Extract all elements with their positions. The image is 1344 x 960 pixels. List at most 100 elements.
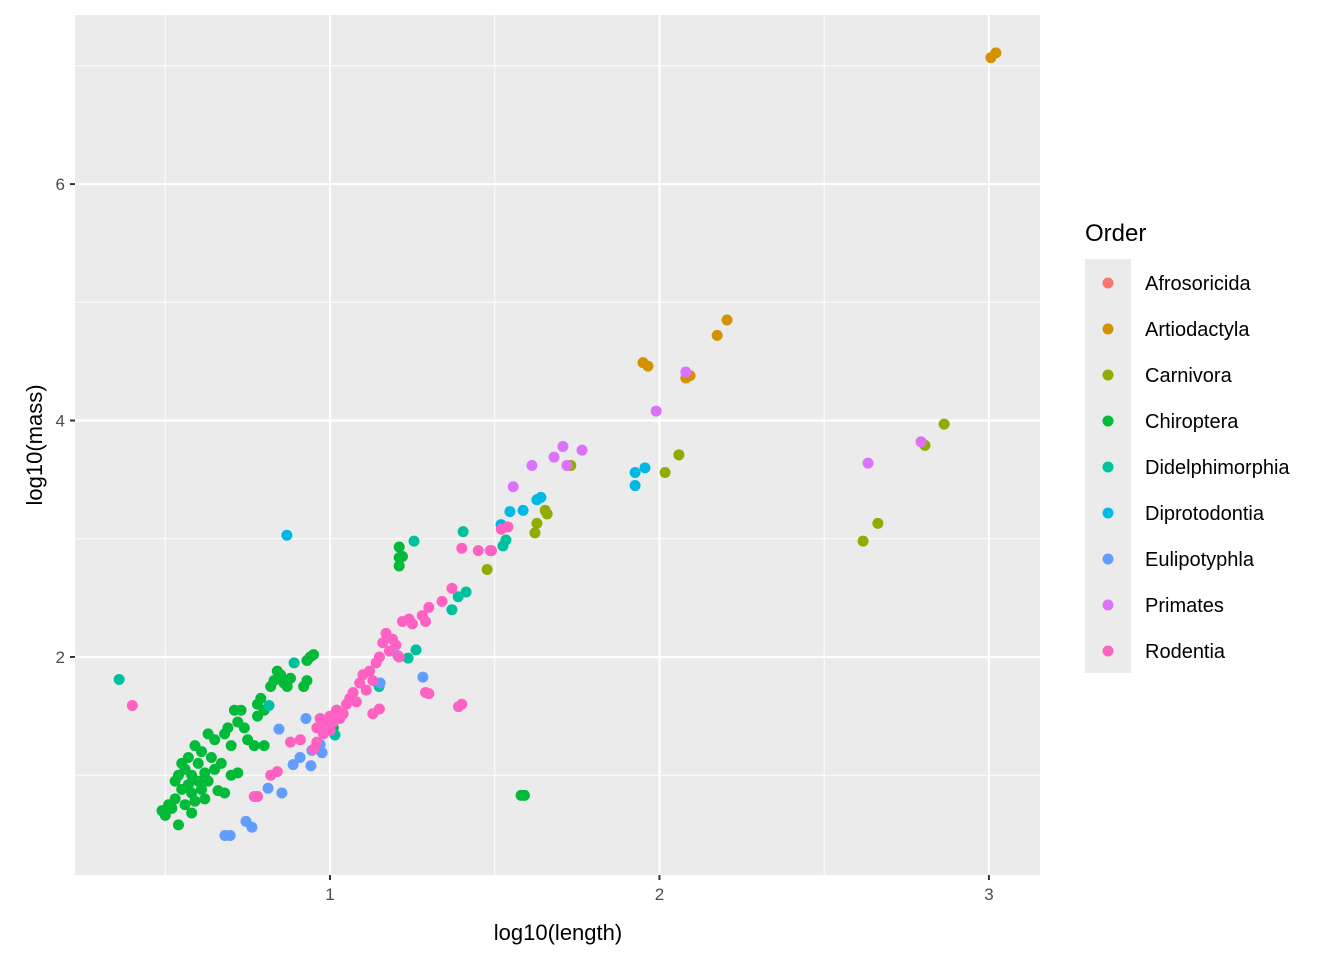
point-chiroptera (199, 793, 211, 805)
point-rodentia (390, 639, 402, 651)
legend-label-chiroptera: Chiroptera (1145, 411, 1239, 433)
point-primates (650, 405, 662, 417)
point-didelphimorphia (460, 586, 472, 598)
point-eulipotyphla (224, 830, 236, 842)
point-rodentia (495, 523, 507, 535)
point-chiroptera (189, 795, 201, 807)
point-diprotodontia (517, 504, 529, 516)
data-points (113, 47, 1002, 842)
point-rodentia (446, 582, 458, 594)
legend-key-artiodactyla (1102, 323, 1114, 335)
point-chiroptera (196, 783, 208, 795)
point-chiroptera (192, 757, 204, 769)
legend-key-rodentia (1102, 645, 1114, 657)
legend-key-diprotodontia (1102, 507, 1114, 519)
point-rodentia (485, 545, 497, 557)
x-tick-label: 1 (325, 885, 334, 904)
point-chiroptera (159, 809, 171, 821)
point-rodentia (377, 637, 389, 649)
legend-label-artiodactyla: Artiodactyla (1145, 319, 1250, 341)
point-chiroptera (222, 722, 234, 734)
point-rodentia (252, 790, 264, 802)
point-rodentia (364, 665, 376, 677)
point-chiroptera (192, 775, 204, 787)
point-artiodactyla (711, 329, 723, 341)
y-tick-label: 6 (56, 175, 65, 194)
point-carnivora (531, 517, 543, 529)
point-rodentia (472, 545, 484, 557)
y-tick-label: 2 (56, 648, 65, 667)
x-axis-title: log10(length) (494, 920, 622, 945)
point-rodentia (314, 712, 326, 724)
point-didelphimorphia (288, 657, 300, 669)
point-rodentia (284, 736, 296, 748)
point-didelphimorphia (446, 604, 458, 616)
point-rodentia (373, 703, 385, 715)
point-didelphimorphia (452, 591, 464, 603)
point-eulipotyphla (246, 821, 258, 833)
point-chiroptera (238, 722, 250, 734)
point-rodentia (423, 601, 435, 613)
axes: 1 2 3 2 4 6 (56, 175, 994, 904)
point-carnivora (857, 535, 869, 547)
point-chiroptera (255, 692, 267, 704)
point-chiroptera (172, 819, 184, 831)
point-chiroptera (169, 793, 181, 805)
legend-key-eulipotyphla (1102, 553, 1114, 565)
point-chiroptera (196, 746, 208, 758)
point-chiroptera (199, 767, 211, 779)
x-tick-label: 2 (655, 885, 664, 904)
point-rodentia (373, 651, 385, 663)
point-primates (507, 481, 519, 493)
point-primates (561, 459, 573, 471)
point-diprotodontia (535, 491, 547, 503)
point-chiroptera (205, 751, 217, 763)
point-diprotodontia (639, 462, 651, 474)
point-diprotodontia (504, 506, 516, 518)
point-chiroptera (275, 669, 287, 681)
point-eulipotyphla (417, 671, 429, 683)
legend-label-didelphimorphia: Didelphimorphia (1145, 457, 1290, 479)
point-chiroptera (281, 681, 293, 693)
legend-label-diprotodontia: Diprotodontia (1145, 503, 1265, 525)
point-carnivora (673, 449, 685, 461)
point-didelphimorphia (457, 526, 469, 538)
point-artiodactyla (721, 314, 733, 326)
point-primates (862, 457, 874, 469)
legend-key-carnivora (1102, 369, 1114, 381)
point-primates (526, 459, 538, 471)
point-carnivora (872, 517, 884, 529)
point-rodentia (406, 618, 418, 630)
point-eulipotyphla (287, 759, 299, 771)
point-didelphimorphia (410, 644, 422, 656)
point-rodentia (360, 684, 372, 696)
point-primates (548, 451, 560, 463)
y-axis-title: log10(mass) (22, 384, 47, 505)
point-chiroptera (202, 775, 214, 787)
point-rodentia (347, 686, 359, 698)
legend-label-afrosoricida: Afrosoricida (1145, 273, 1251, 295)
legend-title: Order (1085, 220, 1146, 247)
point-rodentia (456, 542, 468, 554)
point-didelphimorphia (500, 534, 512, 546)
point-rodentia (436, 595, 448, 607)
point-chiroptera (308, 649, 320, 661)
point-didelphimorphia (263, 699, 275, 711)
point-chiroptera (182, 751, 194, 763)
point-rodentia (420, 616, 432, 628)
point-rodentia (367, 675, 379, 687)
legend-label-eulipotyphla: Eulipotyphla (1145, 549, 1255, 571)
point-chiroptera (396, 550, 408, 562)
point-chiroptera (518, 789, 530, 801)
point-rodentia (126, 699, 138, 711)
point-artiodactyla (990, 47, 1002, 59)
point-rodentia (271, 766, 283, 778)
point-didelphimorphia (402, 652, 414, 664)
legend-label-carnivora: Carnivora (1145, 365, 1233, 387)
point-rodentia (337, 708, 349, 720)
point-chiroptera (258, 740, 270, 752)
point-chiroptera (284, 672, 296, 684)
legend-key-primates (1102, 599, 1114, 611)
point-rodentia (294, 734, 306, 746)
